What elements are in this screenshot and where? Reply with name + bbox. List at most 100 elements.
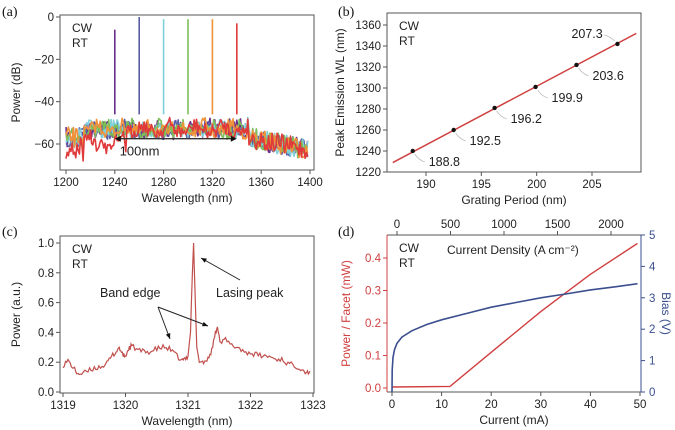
y2-tick-label: 1 (649, 356, 655, 368)
rt-annotation: RT (72, 257, 88, 271)
cw-annotation: CW (72, 242, 93, 256)
y-tick-label: 0.2 (365, 318, 381, 330)
y-tick-label: −40 (34, 97, 54, 109)
y-tick-label: 0.0 (38, 387, 54, 399)
y-tick-label: 1320 (355, 62, 381, 74)
y-axis-title: Peak Emission WL (nm) (333, 28, 347, 156)
x-axis-title: Wavelength (nm) (142, 191, 233, 205)
x-tick-label: 1240 (102, 177, 128, 189)
x-tick-label: 1320 (200, 177, 226, 189)
y-tick-label: 0.1 (365, 351, 381, 363)
x-tick-label: 50 (634, 399, 647, 411)
x2-tick-label: 1000 (491, 219, 517, 231)
x-tick-label: 205 (582, 179, 601, 191)
x-tick-label: 40 (584, 399, 597, 411)
x-tick-label: 1320 (113, 400, 139, 412)
x-axis-title: Wavelength (nm) (142, 414, 233, 428)
panel-d: (d)0 10 20 30 40 500 500 1000 1500 20000.00.10.20… (338, 219, 673, 427)
y-tick-label: −20 (34, 54, 54, 66)
y-tick-label: 0.2 (38, 357, 54, 369)
y-tick-label: 0.4 (38, 327, 55, 339)
x-tick-label: 1321 (175, 400, 201, 412)
cw-annotation: CW (399, 19, 420, 33)
x-tick-label: 1323 (300, 400, 326, 412)
point-label: 188.8 (429, 155, 460, 169)
band-edge-arrow (157, 306, 209, 327)
band-edge-arrow-head (165, 333, 171, 339)
point-label: 192.5 (470, 134, 501, 148)
arrow-head-right (230, 135, 237, 142)
data-point (451, 127, 456, 133)
y-tick-label: 0.3 (365, 286, 381, 298)
panel-b: (b) 190 195 200 205 1220 1240 1260 1280 1300 1320 1… (333, 5, 642, 207)
x-tick-label: 1200 (53, 177, 79, 189)
y-tick-label: 1280 (355, 104, 381, 116)
leader-line (414, 153, 425, 163)
y-tick-label: 0.0 (365, 383, 381, 395)
lasing-peak-label: Lasing peak (216, 286, 284, 300)
x-tick-label: 195 (472, 179, 491, 191)
y-tick-label: 1.0 (38, 238, 54, 250)
x-tick-label: 0 (389, 399, 395, 411)
x-axis-title: Current (mA) (479, 413, 548, 427)
x-tick-label: 1360 (248, 177, 274, 189)
data-point (410, 148, 415, 154)
band-edge-arrow-head (202, 321, 208, 327)
point-label: 196.2 (511, 112, 542, 126)
y2-tick-label: 5 (649, 230, 655, 242)
panel-label: (b) (338, 5, 355, 20)
arrow-head-left (114, 135, 121, 142)
plot-frame (59, 235, 315, 394)
x-tick-label: 200 (527, 179, 546, 191)
y2-tick-label: 2 (649, 324, 655, 336)
rt-annotation: RT (72, 36, 88, 50)
range-label: 100nm (120, 144, 160, 159)
y-tick-label: 1340 (355, 41, 381, 53)
point-label: 199.9 (552, 91, 583, 105)
x-tick-label: 1322 (238, 400, 264, 412)
y-axis-title: Power (a.u.) (9, 282, 23, 347)
band-edge-label: Band edge (100, 286, 161, 300)
y-tick-label: 0.6 (38, 298, 54, 310)
plot-frame (386, 12, 642, 173)
x2-tick-label: 1500 (545, 219, 571, 231)
y-axis-title: Power (dB) (9, 62, 23, 122)
lasing-peak-arrow-head (201, 258, 207, 263)
panel-label: (a) (2, 5, 18, 20)
x-tick-label: 20 (485, 399, 498, 411)
rt-annotation: RT (399, 34, 415, 48)
spectrum-line (62, 242, 311, 376)
y-tick-label: 1220 (355, 167, 381, 179)
y-tick-label: 1300 (355, 83, 381, 95)
rt-annotation: RT (399, 256, 415, 270)
x-tick-label: 1280 (151, 177, 177, 189)
cw-annotation: CW (399, 241, 420, 255)
point-label: 207.3 (571, 27, 602, 41)
bias-curve (391, 282, 638, 393)
point-label: 203.6 (593, 69, 624, 83)
y2-tick-label: 3 (649, 293, 655, 305)
leader-line (455, 132, 466, 142)
panel-label: (c) (2, 225, 18, 240)
band-edge-arrow (157, 306, 171, 340)
y-tick-label: 1240 (355, 146, 381, 158)
panel-c: (c) 1319 1320 1321 1322 1323 0.0 0.2 0.4 0.6 0.8 1.… (2, 225, 326, 428)
power-curve (391, 242, 638, 388)
y-tick-label: 0.8 (38, 268, 54, 280)
data-point (533, 84, 538, 90)
y-axis-title: Power / Facet (mW) (339, 260, 353, 367)
leader-line (496, 110, 507, 120)
x2-tick-label: 0 (394, 219, 400, 231)
x-tick-label: 1319 (50, 400, 76, 412)
data-point (615, 41, 620, 47)
cw-annotation: CW (72, 21, 93, 35)
plot-frame (59, 14, 315, 171)
leader-line (578, 67, 589, 77)
lasing-peak-arrow (200, 257, 241, 281)
y2-tick-label: 0 (649, 387, 655, 399)
x2-tick-label: 500 (441, 219, 460, 231)
y-tick-label: 1260 (355, 125, 381, 137)
fit-line (392, 32, 637, 164)
x2-tick-label: 2000 (598, 219, 624, 231)
